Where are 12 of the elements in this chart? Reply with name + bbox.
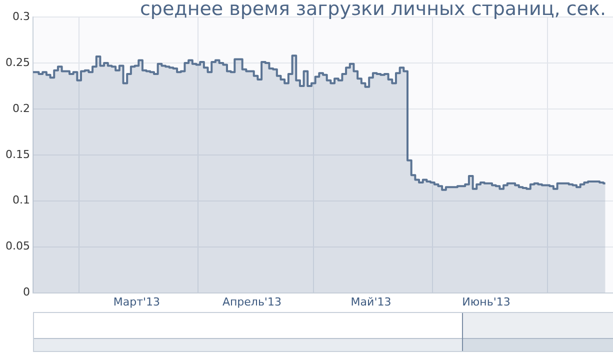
x-tick-label: Июнь'13 bbox=[462, 295, 510, 308]
y-tick-label: 0.1 bbox=[12, 194, 30, 207]
y-tick-label: 0.25 bbox=[6, 56, 30, 69]
x-tick-label: Апрель'13 bbox=[222, 295, 282, 308]
x-tick-label: Май'13 bbox=[350, 295, 392, 308]
y-tick-label: 0.05 bbox=[6, 240, 30, 253]
y-tick-label: 0.15 bbox=[6, 148, 30, 161]
chart-title: среднее время загрузки личных страниц, сек. bbox=[140, 0, 606, 20]
x-tick-label: Март'13 bbox=[113, 295, 160, 308]
y-tick-label: 0.2 bbox=[12, 102, 30, 115]
y-tick-label: 0.3 bbox=[12, 10, 30, 23]
y-tick-label: 0 bbox=[23, 286, 30, 299]
